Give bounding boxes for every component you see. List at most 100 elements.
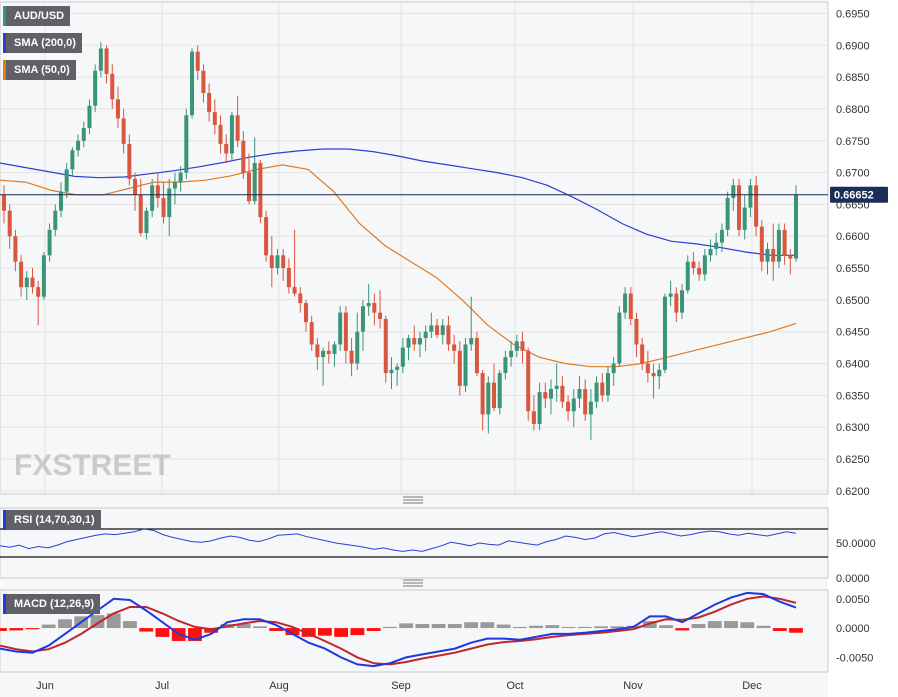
macd-histogram-bar [594,626,608,629]
macd-histogram-bar [399,623,414,629]
candle [719,223,724,253]
macd-histogram-bar [415,623,430,629]
candle [252,137,257,205]
candle [526,347,531,421]
rsi-pane: 50.0000 0.0000 [0,507,876,585]
candle [366,283,371,316]
candle [702,248,707,281]
sma200-label[interactable]: SMA (200,0) [3,33,82,53]
price-tick-label: 0.6800 [836,104,870,116]
macd-tick-label: -0.0050 [836,652,873,664]
last-price-label: 0.66652 [834,190,874,202]
candle [372,293,377,326]
candle [343,306,348,364]
macd-histogram-bar [545,625,560,629]
macd-histogram-bar [675,628,690,631]
candle [70,147,75,176]
price-tick-label: 0.6350 [836,390,870,402]
macd-histogram-bar [642,621,657,629]
candle [53,204,58,237]
macd-signal-line [0,595,797,666]
candle [292,229,297,297]
price-tick-label: 0.6300 [836,422,870,434]
candle [520,331,525,364]
candle [782,223,787,265]
candle [326,341,331,364]
sma50-label[interactable]: SMA (50,0) [3,60,76,80]
candle [486,376,491,434]
candle [697,261,702,281]
candle [554,363,559,402]
candle [258,159,263,224]
rsi-label[interactable]: RSI (14,70,30,1) [3,510,101,530]
macd-histogram-bar [691,623,706,629]
candle [412,325,417,351]
macd-histogram-bar [25,628,40,630]
month-tick-label: Jul [155,680,169,692]
candle [680,283,685,319]
candle [628,287,633,326]
macd-label[interactable]: MACD (12,26,9) [3,594,101,614]
candle [640,338,645,370]
candle [474,331,479,377]
macd-tick-label: 0.0050 [836,594,870,606]
candle [674,287,679,323]
macd-histogram-bar [772,628,787,631]
macd-histogram-bar [496,624,511,629]
time-axis: Jun Jul Aug Sep Oct Nov Dec [36,680,762,692]
candle [662,293,667,374]
price-tick-label: 0.6900 [836,40,870,52]
candle [668,280,673,307]
candle [423,325,428,351]
macd-histogram-bar [0,628,7,631]
pane-resize-handle[interactable] [403,579,423,587]
candle [98,42,103,78]
macd-histogram-bar [382,626,397,629]
candle [241,131,246,179]
fxstreet-watermark: FXSTREET [14,449,171,482]
candle [588,388,593,440]
candle [332,341,337,367]
macd-histogram-bar [366,628,381,631]
candle [452,334,457,364]
candle [264,210,269,262]
macd-histogram-bar [139,628,154,632]
candle [64,163,69,199]
macd-histogram-bar [204,628,219,633]
candle [338,306,343,351]
candle [58,182,63,218]
candle [771,223,776,281]
candle [560,376,565,409]
candle [2,185,6,224]
candle [275,248,280,275]
candle [127,134,132,186]
macd-histogram-bar [756,625,771,629]
candle [748,178,753,218]
candle [144,207,149,240]
candle [509,341,514,367]
pane-resize-handle[interactable] [403,496,423,504]
candle [600,373,605,402]
macd-histogram-bar [106,613,121,629]
candle [47,223,52,262]
macd-histogram-bar [253,626,267,629]
macd-histogram-bar [577,626,592,629]
candle [788,248,793,275]
candle [378,290,383,329]
candle [24,271,29,300]
symbol-label[interactable]: AUD/USD [3,6,71,26]
price-tick-label: 0.6600 [836,231,870,243]
candle [133,172,138,211]
candle [429,312,434,339]
candle [754,175,759,237]
rsi-tick-label: 50.0000 [836,538,876,550]
macd-histogram-bar [707,621,722,629]
price-tick-label: 0.6700 [836,168,870,180]
candle [497,369,502,415]
month-tick-label: Dec [742,680,762,692]
price-tick-label: 0.6250 [836,454,870,466]
price-tick-label: 0.6500 [836,295,870,307]
candle [492,363,497,412]
candle [583,379,588,421]
month-tick-label: Oct [506,680,523,692]
